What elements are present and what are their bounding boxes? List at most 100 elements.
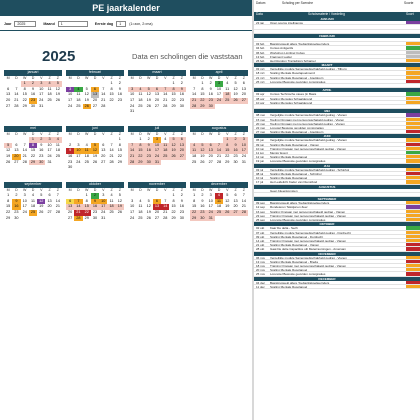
day-cell[interactable]: 9 — [31, 86, 35, 91]
day-cell[interactable]: 13 — [152, 204, 162, 211]
day-cell[interactable]: 12 — [90, 148, 100, 155]
day-cell[interactable]: 6 — [90, 86, 100, 93]
day-cell[interactable]: 31 — [206, 215, 215, 222]
day-cell[interactable]: 13 — [154, 92, 160, 97]
event-row[interactable]: 19 jun Lorenotel Bewuste gevulden consign… — [254, 159, 420, 164]
day-cell[interactable]: 8 — [193, 198, 196, 203]
day-cell[interactable]: 6 — [152, 198, 162, 205]
day-cell[interactable]: 17 — [152, 148, 162, 155]
day-cell[interactable]: 6 — [177, 137, 186, 143]
day-cell[interactable]: 7 — [15, 86, 18, 91]
day-cell[interactable]: 21 — [216, 154, 222, 159]
day-cell[interactable]: 26 — [39, 210, 44, 215]
day-cell[interactable]: 2 — [231, 137, 240, 143]
day-cell[interactable]: 26 — [55, 98, 60, 103]
day-cell[interactable]: 10 — [239, 142, 248, 149]
day-cell[interactable]: 1 — [201, 81, 204, 85]
day-cell[interactable]: 19 — [6, 154, 11, 159]
day-cell[interactable]: 15 — [22, 92, 27, 97]
day-cell[interactable]: 28 — [128, 159, 137, 166]
day-cell[interactable]: 14 — [109, 148, 114, 153]
day-cell[interactable]: 20 — [92, 98, 98, 103]
day-cell[interactable]: 14 — [192, 92, 197, 97]
day-cell[interactable]: 24 — [47, 154, 52, 159]
day-cell[interactable]: 10 — [130, 92, 135, 97]
day-cell[interactable]: 26 — [231, 98, 240, 104]
day-cell[interactable]: 24 — [206, 210, 215, 216]
day-cell[interactable]: 16 — [179, 92, 184, 97]
day-cell[interactable]: 23 — [68, 159, 73, 164]
day-cell[interactable]: 12 — [233, 86, 238, 91]
day-cell[interactable]: 3 — [209, 193, 212, 197]
day-cell[interactable]: 18 — [138, 98, 143, 103]
day-cell[interactable]: 28 — [22, 159, 27, 164]
day-cell[interactable]: 18 — [223, 92, 232, 99]
day-cell[interactable]: 30 — [206, 103, 215, 110]
day-cell[interactable]: 30 — [179, 103, 184, 108]
day-cell[interactable]: 31 — [47, 159, 52, 164]
day-cell[interactable]: 29 — [198, 103, 207, 110]
day-cell[interactable]: 25 — [76, 103, 81, 108]
day-cell[interactable]: 14 — [161, 204, 170, 211]
day-cell[interactable]: 6 — [7, 86, 10, 91]
day-cell[interactable]: 27 — [154, 103, 160, 108]
day-cell[interactable]: 4 — [53, 137, 62, 143]
day-cell[interactable]: 10 — [216, 86, 222, 91]
event-row[interactable]: 07 okt Vergelijkte module Samenwerkschakh… — [254, 230, 420, 235]
day-cell[interactable]: 28 — [216, 159, 222, 164]
day-cell[interactable]: 4 — [110, 193, 113, 197]
day-cell[interactable]: 3 — [239, 137, 248, 143]
day-cell[interactable]: 28 — [14, 103, 19, 108]
day-cell[interactable]: 29 — [225, 159, 230, 164]
event-row[interactable]: 10 jun Training Omgaan met persoonsschake… — [254, 146, 420, 151]
day-cell[interactable]: 4 — [226, 81, 229, 85]
day-cell[interactable]: 5 — [53, 81, 62, 87]
day-cell[interactable]: 27 — [68, 215, 73, 220]
event-row[interactable]: 14 okt Training Omgaan met persoonsschake… — [254, 238, 420, 244]
day-cell[interactable]: 17 — [99, 204, 108, 211]
day-cell[interactable]: 13 — [90, 92, 100, 99]
day-cell[interactable]: 7 — [110, 142, 113, 147]
day-cell[interactable]: 30 — [179, 215, 184, 220]
day-cell[interactable]: 16 — [68, 154, 73, 159]
day-cell[interactable]: 19 — [169, 148, 178, 155]
day-cell[interactable]: 26 — [200, 159, 205, 164]
event-row[interactable]: 25 sep Lorenotel Bewuste gevulden consign… — [254, 218, 420, 223]
event-row[interactable]: 13 feb Fragment Leider — [254, 54, 420, 59]
day-cell[interactable]: 9 — [66, 148, 75, 155]
day-cell[interactable]: 1 — [110, 81, 113, 85]
day-cell[interactable]: 2 — [201, 193, 204, 197]
day-cell[interactable]: 9 — [180, 198, 183, 203]
event-row[interactable]: 25 nov Lorenotel Bewuste gevulden consign… — [254, 272, 420, 277]
day-cell[interactable]: 21 — [74, 210, 83, 216]
day-cell[interactable]: 16 — [231, 148, 240, 155]
day-cell[interactable]: 15 — [223, 148, 232, 155]
day-cell[interactable]: 26 — [117, 210, 122, 215]
day-cell[interactable]: 25 — [138, 215, 143, 220]
day-cell[interactable]: 8 — [223, 142, 232, 149]
day-cell[interactable]: 16 — [39, 148, 44, 153]
day-cell[interactable]: 21 — [14, 98, 19, 103]
day-cell[interactable]: 7 — [102, 86, 105, 91]
day-cell[interactable]: 20 — [12, 154, 21, 160]
day-cell[interactable]: 1 — [172, 81, 175, 85]
day-cell[interactable]: 19 — [39, 204, 44, 209]
day-cell[interactable]: 28 — [163, 215, 168, 220]
day-cell[interactable]: 18 — [76, 98, 81, 103]
day-cell[interactable]: 26 — [92, 159, 98, 164]
day-cell[interactable]: 30 — [198, 215, 207, 222]
day-cell[interactable]: 12 — [117, 198, 122, 203]
day-cell[interactable]: 29 — [22, 103, 27, 108]
day-cell[interactable]: 11 — [138, 204, 143, 209]
day-cell[interactable]: 9 — [144, 142, 153, 149]
day-cell[interactable]: 8 — [23, 86, 26, 91]
day-cell[interactable]: 9 — [201, 198, 204, 203]
day-cell[interactable]: 18 — [138, 210, 143, 215]
day-cell[interactable]: 7 — [74, 198, 83, 205]
event-row[interactable]: 10 apr Scaling Mensdes Schaalderend — [254, 100, 420, 105]
day-cell[interactable]: 1 — [28, 137, 38, 143]
day-cell[interactable]: 13 — [47, 198, 52, 203]
day-cell[interactable]: 18 — [30, 204, 36, 209]
day-cell[interactable]: 10 — [99, 198, 108, 205]
day-cell[interactable]: 18 — [84, 154, 89, 159]
